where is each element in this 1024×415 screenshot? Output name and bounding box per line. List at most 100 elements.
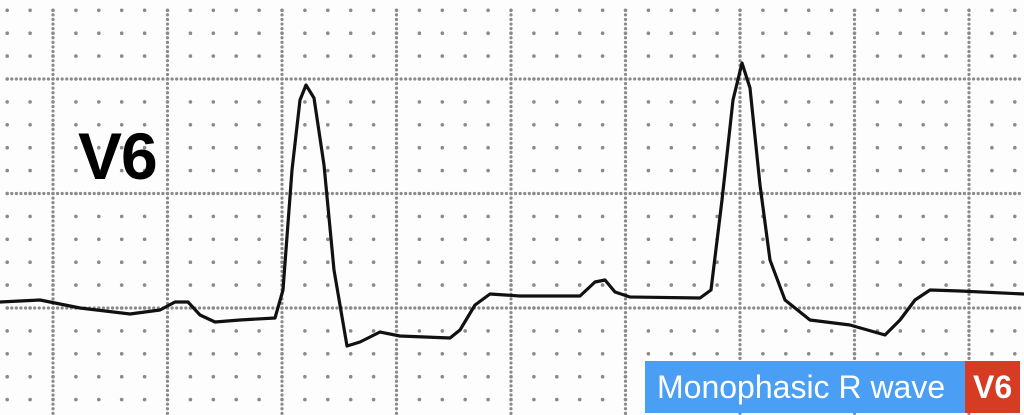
grid-dot	[532, 397, 536, 402]
grid-dot	[555, 31, 559, 35]
grid-dot	[669, 237, 674, 242]
grid-dot	[280, 191, 284, 196]
grid-dot	[463, 100, 468, 104]
grid-dot	[623, 173, 628, 177]
grid-dot	[550, 306, 554, 310]
grid-dot	[280, 320, 284, 324]
grid-dot	[935, 77, 939, 81]
grid-dot	[775, 191, 779, 196]
grid-dot	[10, 191, 14, 196]
grid-dot	[926, 77, 930, 81]
grid-dot	[280, 256, 284, 260]
grid-dot	[74, 123, 78, 127]
grid-dot	[394, 246, 399, 251]
grid-dot	[880, 77, 884, 81]
grid-dot	[706, 77, 710, 81]
grid-dot	[60, 306, 64, 310]
grid-dot	[394, 182, 399, 186]
grid-dot	[14, 191, 18, 196]
grid-dot	[967, 59, 971, 63]
grid-dot	[394, 315, 399, 319]
grid-dot	[504, 191, 509, 196]
grid-dot	[211, 54, 216, 58]
grid-dot	[225, 77, 229, 81]
grid-dot	[394, 159, 399, 164]
grid-dot	[28, 77, 32, 81]
grid-dot	[715, 100, 719, 104]
grid-dot	[852, 168, 857, 173]
grid-dot	[197, 191, 202, 196]
grid-dot	[591, 306, 596, 310]
grid-dot	[51, 237, 55, 242]
grid-dot	[1013, 237, 1017, 242]
grid-dot	[165, 132, 170, 136]
grid-dot	[371, 283, 376, 287]
grid-dot	[646, 168, 651, 173]
grid-dot	[97, 168, 101, 173]
grid-dot	[234, 31, 238, 35]
grid-dot	[678, 191, 683, 196]
grid-dot	[921, 8, 925, 13]
grid-dot	[871, 77, 875, 81]
grid-dot	[898, 77, 903, 81]
grid-dot	[692, 352, 696, 356]
grid-dot	[958, 77, 962, 81]
grid-dot	[280, 324, 284, 328]
grid-dot	[949, 191, 953, 196]
grid-dot	[472, 77, 476, 81]
grid-dot	[917, 191, 921, 196]
grid-dot	[509, 365, 513, 370]
grid-dot	[829, 214, 834, 219]
grid-dot	[852, 68, 857, 72]
grid-dot	[303, 237, 307, 242]
grid-dot	[852, 150, 857, 154]
grid-dot	[115, 77, 119, 81]
grid-dot	[74, 374, 78, 379]
grid-dot	[967, 123, 971, 127]
grid-dot	[51, 260, 55, 265]
grid-dot	[348, 168, 353, 173]
grid-dot	[486, 8, 490, 13]
grid-dot	[829, 306, 834, 310]
grid-dot	[509, 104, 513, 109]
grid-dot	[770, 191, 774, 196]
grid-dot	[587, 191, 591, 196]
grid-dot	[958, 306, 962, 310]
grid-dot	[623, 288, 628, 292]
grid-dot	[394, 297, 399, 301]
grid-dot	[5, 191, 9, 196]
grid-dot	[417, 329, 422, 333]
grid-dot	[65, 77, 69, 81]
grid-dot	[852, 109, 857, 113]
grid-dot	[967, 352, 971, 356]
grid-dot	[491, 306, 495, 310]
grid-dot	[280, 233, 284, 237]
grid-dot	[449, 77, 454, 81]
grid-dot	[646, 283, 651, 287]
grid-dot	[967, 214, 971, 219]
grid-dot	[394, 72, 399, 77]
grid-dot	[852, 132, 857, 136]
grid-dot	[669, 123, 674, 127]
grid-dot	[806, 123, 811, 127]
grid-dot	[280, 17, 284, 22]
grid-dot	[738, 297, 742, 301]
grid-dot	[463, 31, 468, 35]
grid-dot	[1013, 260, 1017, 265]
grid-dot	[394, 397, 399, 402]
grid-dot	[903, 77, 907, 81]
grid-dot	[184, 191, 188, 196]
grid-dot	[967, 246, 971, 251]
grid-dot	[532, 168, 536, 173]
grid-dot	[280, 384, 284, 388]
caption-text: Monophasic R wave	[645, 361, 965, 413]
grid-dot	[1008, 306, 1012, 310]
grid-dot	[944, 145, 948, 150]
grid-dot	[165, 384, 170, 388]
grid-dot	[165, 178, 170, 182]
grid-dot	[564, 191, 568, 196]
grid-dot	[962, 306, 967, 310]
grid-dot	[142, 100, 147, 104]
grid-dot	[431, 191, 435, 196]
grid-dot	[440, 31, 445, 35]
